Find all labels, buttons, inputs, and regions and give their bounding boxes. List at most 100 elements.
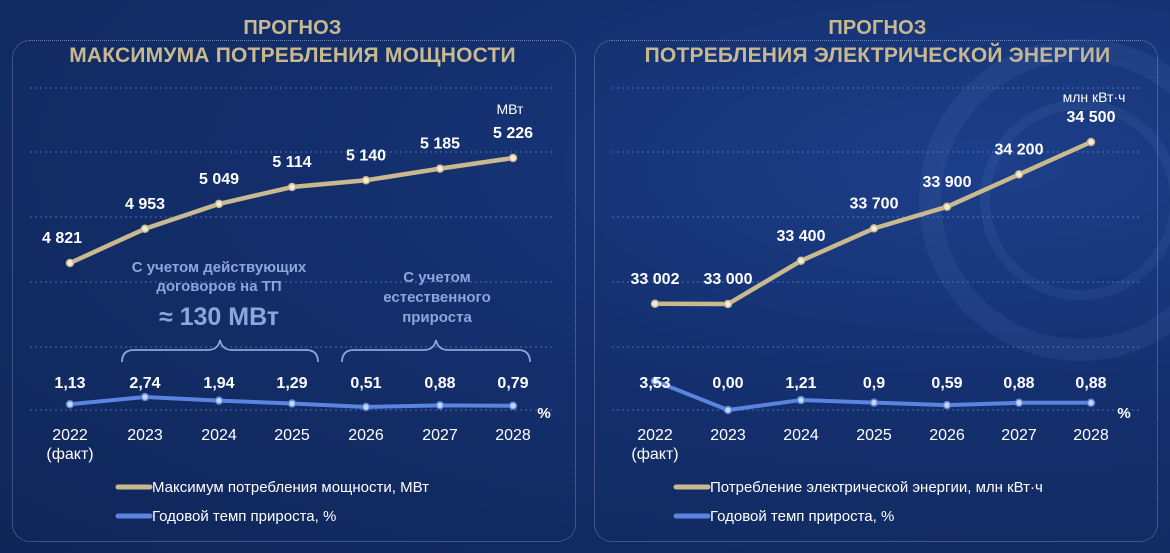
left-title-line2: МАКСИМУМА ПОТРЕБЛЕНИЯ МОЩНОСТИ (69, 44, 516, 67)
annotation-contracts-value: ≈ 130 МВт (159, 303, 279, 331)
growth-point (65, 399, 75, 409)
left-chart-title: ПРОГНОЗ МАКСИМУМА ПОТРЕБЛЕНИЯ МОЩНОСТИ (0, 14, 585, 70)
primary-point (723, 299, 733, 309)
right-primary-unit: млн кВт·ч (1063, 89, 1126, 105)
growth-point (723, 405, 733, 415)
primary-point (214, 199, 224, 209)
right-secondary-unit: % (1117, 405, 1130, 422)
primary-value-label: 4 953 (125, 196, 165, 213)
legend-growth-label-right: Годовой темп прироста, % (710, 508, 894, 525)
growth-value-label: 1,21 (785, 375, 816, 392)
primary-value-label: 5 114 (272, 154, 311, 171)
primary-point (287, 182, 297, 192)
growth-value-label: 0,51 (350, 375, 381, 392)
primary-point (361, 176, 371, 185)
right-title-line2: ПОТРЕБЛЕНИЯ ЭЛЕКТРИЧЕСКОЙ ЭНЕРГИИ (644, 44, 1111, 67)
growth-point (1086, 398, 1096, 408)
growth-value-label: 0,59 (931, 375, 962, 392)
right-growth-series: 3,53 0,00 1,21 0,9 0,59 0,88 0,88 (639, 375, 1107, 415)
primary-value-label: 33 400 (777, 228, 826, 245)
growth-point (1014, 398, 1024, 408)
legend-power-label: Максимум потребления мощности, МВт (152, 479, 429, 496)
x-tick-sublabel: (факт) (631, 446, 678, 463)
right-chart-title: ПРОГНОЗ ПОТРЕБЛЕНИЯ ЭЛЕКТРИЧЕСКОЙ ЭНЕРГИ… (585, 14, 1170, 70)
x-tick-label: 2024 (201, 427, 237, 444)
primary-point (796, 256, 806, 266)
growth-point (361, 402, 371, 412)
right-legend: Потребление электрической энергии, млн к… (673, 479, 1043, 525)
legend-energy-label: Потребление электрической энергии, млн к… (710, 479, 1043, 496)
primary-point (1086, 137, 1096, 147)
growth-point (796, 395, 806, 405)
growth-point (942, 400, 952, 410)
x-tick-label: 2022 (637, 427, 673, 444)
x-tick-label: 2022 (52, 427, 88, 444)
right-energy-series: 33 002 33 000 33 400 33 700 33 900 34 200 34 5… (631, 109, 1116, 309)
growth-value-label: 0,88 (1075, 375, 1106, 392)
primary-value-label: 34 500 (1067, 109, 1116, 126)
primary-point (942, 202, 952, 212)
left-legend: Максимум потребления мощности, МВт Годов… (115, 479, 429, 525)
primary-value-label: 33 000 (704, 271, 753, 288)
x-tick-label: 2026 (929, 427, 965, 444)
x-tick-label: 2028 (1073, 427, 1109, 444)
growth-value-label: 1,29 (276, 375, 307, 392)
annotation-natural-line1: С учетом (403, 269, 470, 286)
legend-growth-label: Годовой темп прироста, % (152, 508, 336, 525)
primary-point (869, 224, 879, 233)
x-tick-label: 2027 (422, 427, 458, 444)
right-x-axis-ticks: 2022 (факт) 2023 2024 2025 2026 2027 2028 (631, 427, 1109, 463)
growth-value-label: 0,79 (497, 375, 528, 392)
primary-point (1014, 170, 1024, 179)
x-tick-label: 2025 (856, 427, 892, 444)
x-tick-label: 2027 (1001, 427, 1037, 444)
primary-value-label: 34 200 (995, 141, 1044, 158)
primary-value-label: 4 821 (42, 230, 82, 247)
growth-value-label: 0,00 (712, 375, 743, 392)
annotation-contracts-line2: договоров на ТП (156, 278, 281, 295)
left-chart-panel (12, 40, 576, 542)
primary-value-label: 5 226 (493, 125, 533, 142)
primary-point (65, 258, 75, 268)
primary-value-label: 33 900 (923, 174, 972, 191)
growth-value-label: 1,94 (203, 375, 234, 392)
left-primary-unit: МВт (497, 101, 525, 117)
primary-value-label: 33 002 (631, 271, 680, 288)
x-tick-label: 2024 (783, 427, 819, 444)
x-tick-label: 2025 (274, 427, 310, 444)
growth-point (287, 399, 297, 408)
growth-value-label: 1,13 (54, 375, 85, 392)
primary-point (140, 224, 150, 234)
annotation-natural-line2: естественного (383, 289, 491, 306)
growth-point (140, 392, 150, 402)
right-gridlines (612, 87, 1140, 411)
primary-point (508, 153, 518, 163)
left-title-line1: ПРОГНОЗ (243, 17, 342, 39)
left-secondary-unit: % (537, 405, 550, 422)
left-annotation-contracts: С учетом действующих договоров на ТП ≈ 1… (121, 259, 319, 363)
primary-point (650, 299, 660, 309)
background-decoration (919, 39, 1170, 361)
left-growth-series: 1,13 2,74 1,94 1,29 0,51 0,88 0,79 (54, 375, 529, 412)
x-tick-label: 2023 (127, 427, 163, 444)
left-gridlines (30, 87, 555, 411)
growth-value-label: 0,9 (863, 375, 885, 392)
annotation-natural-line3: прироста (402, 309, 472, 326)
brace-contracts (121, 339, 319, 363)
primary-value-label: 5 185 (420, 136, 460, 153)
right-title-line1: ПРОГНОЗ (828, 17, 927, 39)
growth-point (508, 401, 518, 410)
primary-point (435, 164, 445, 173)
primary-value-label: 5 049 (199, 171, 239, 188)
growth-point (650, 376, 660, 386)
left-x-axis-ticks: 2022 (факт) 2023 2024 2025 2026 2027 2028 (46, 427, 531, 463)
growth-value-label: 3,53 (639, 375, 670, 392)
growth-point (214, 396, 224, 405)
annotation-contracts-line1: С учетом действующих (132, 259, 307, 276)
growth-point (869, 398, 879, 407)
x-tick-label: 2026 (348, 427, 384, 444)
brace-natural (341, 339, 531, 363)
x-tick-label: 2023 (710, 427, 746, 444)
left-power-series: 4 821 4 953 5 049 5 114 5 140 5 185 5 226 (42, 125, 533, 268)
growth-value-label: 0,88 (1003, 375, 1034, 392)
